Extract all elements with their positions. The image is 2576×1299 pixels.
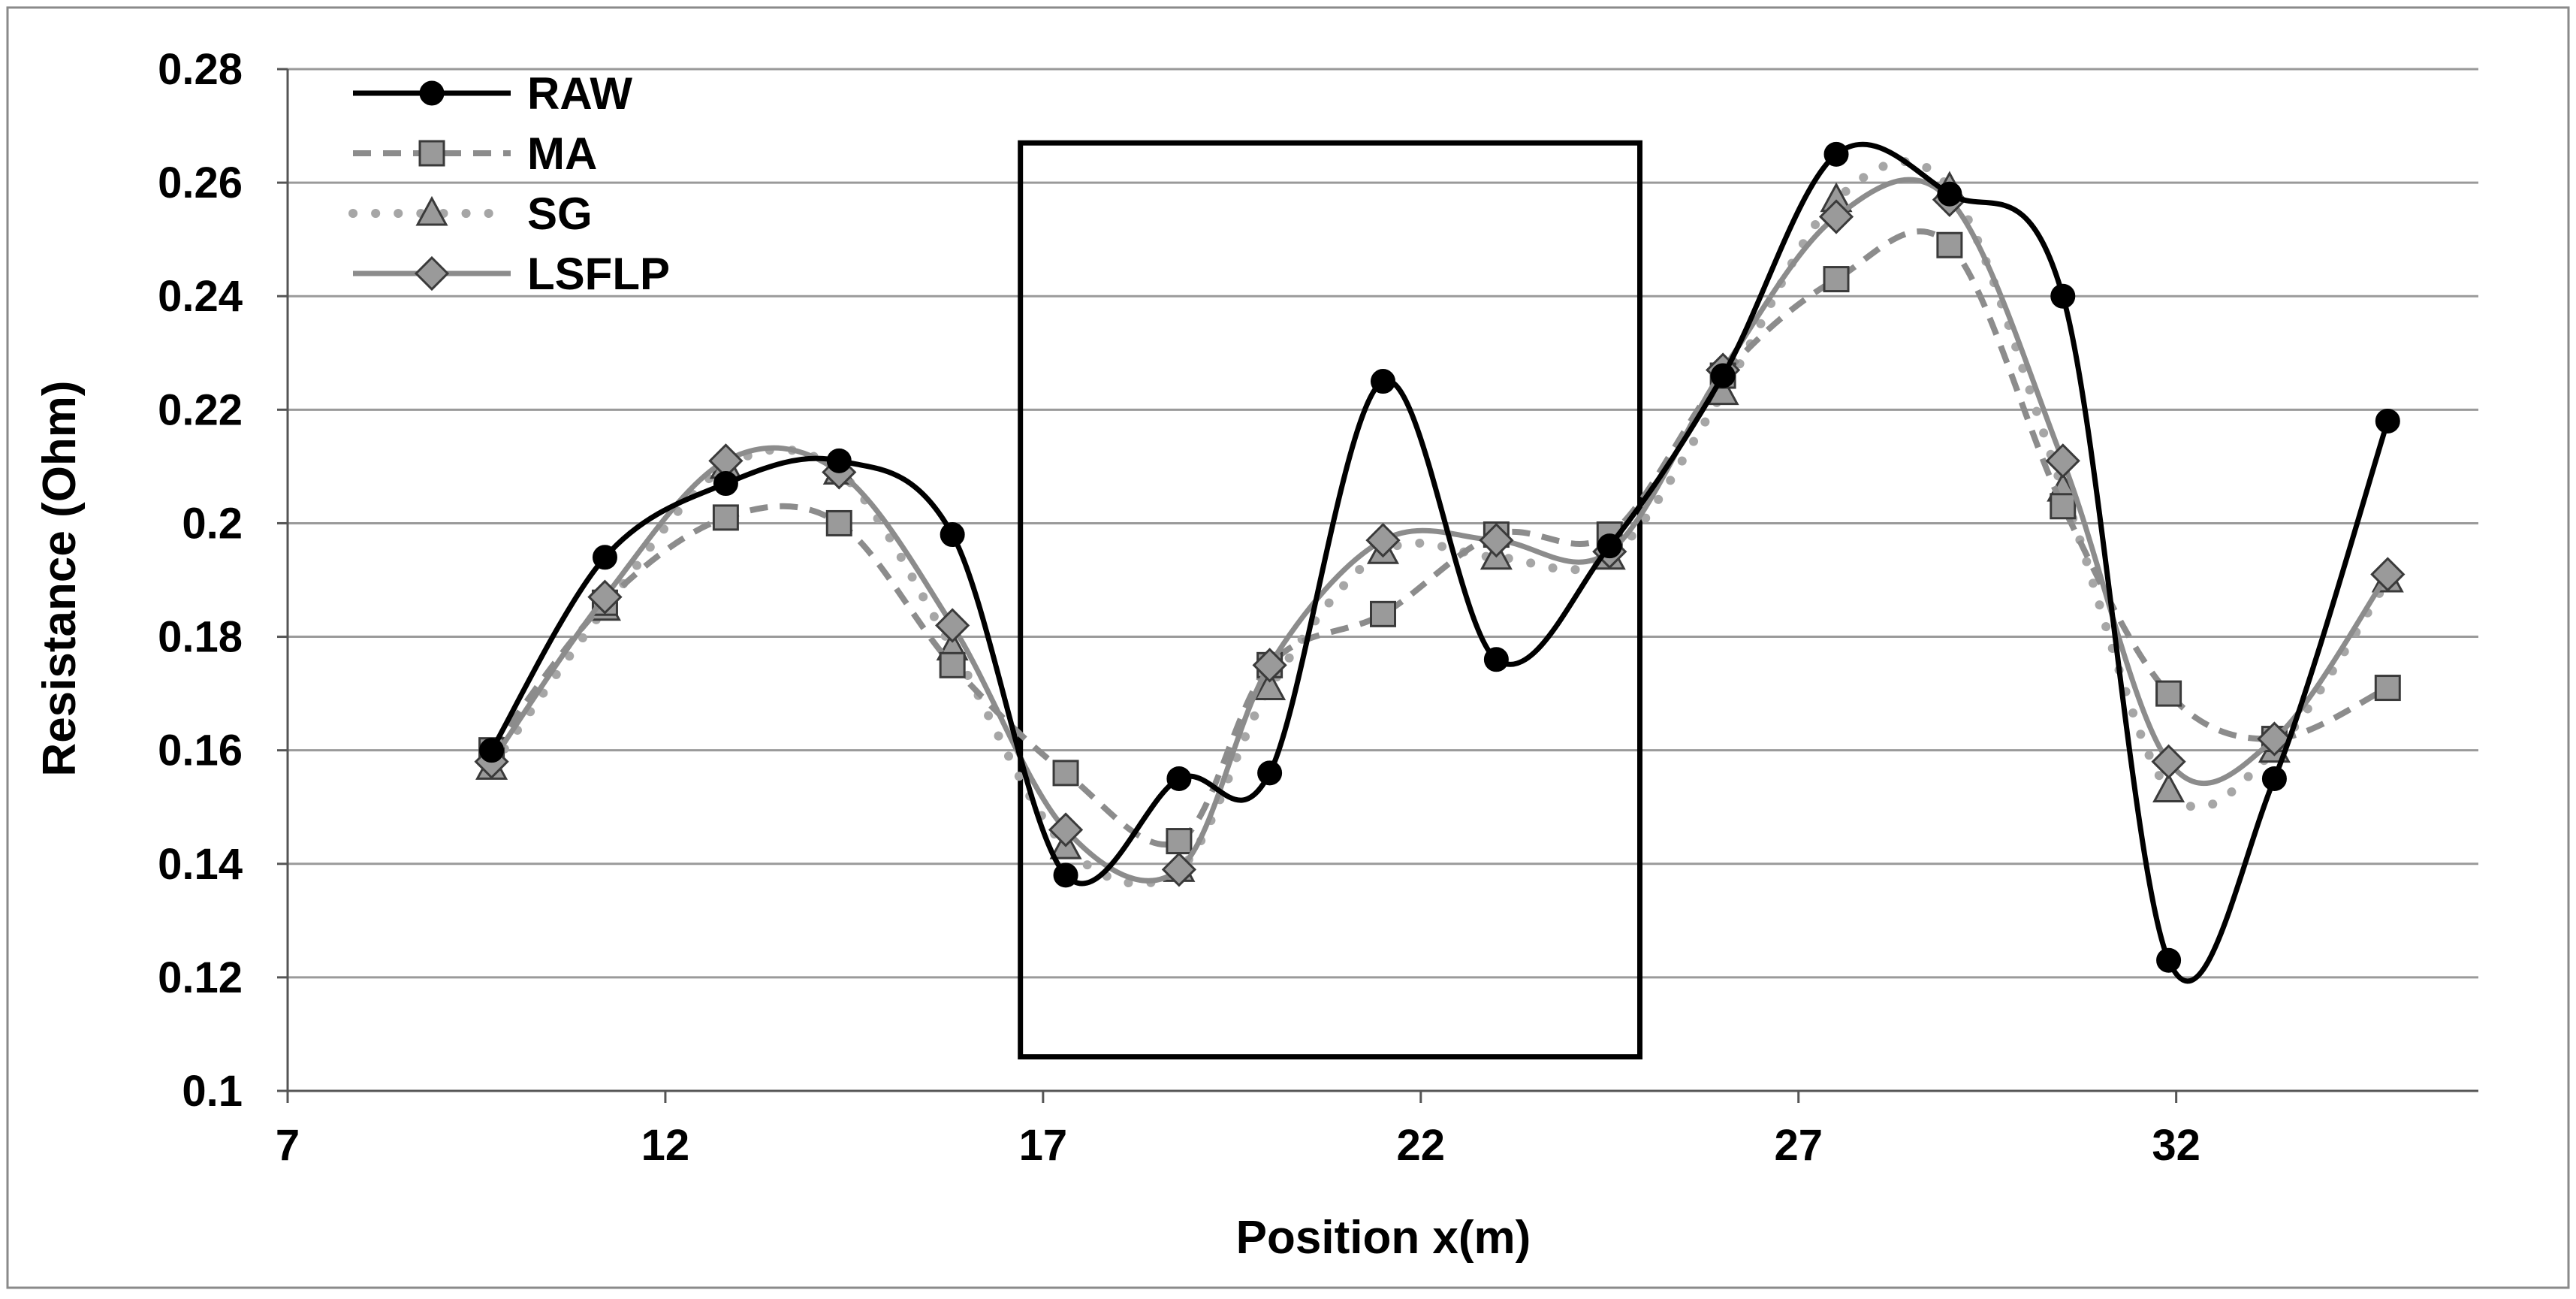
legend-label-raw: RAW: [527, 68, 632, 119]
y-tick-label: 0.24: [158, 272, 243, 321]
data-point-raw: [713, 471, 738, 497]
y-tick-label: 0.2: [182, 499, 243, 548]
data-point-raw: [592, 545, 617, 570]
y-tick-label: 0.16: [158, 727, 243, 775]
x-tick-label: 17: [1019, 1121, 1068, 1170]
data-point-lsflp: [1365, 522, 1401, 558]
highlight-rectangle: [1018, 140, 1642, 1060]
y-tick-label: 0.18: [158, 613, 243, 662]
data-point-lsflp: [1048, 812, 1084, 847]
data-point-raw: [1053, 862, 1078, 888]
data-point-raw: [1937, 181, 1962, 207]
data-point-sg: [2152, 772, 2185, 803]
data-point-lsflp: [2045, 443, 2080, 479]
x-tick-label: 22: [1397, 1121, 1446, 1170]
y-tick-label: 0.12: [158, 953, 243, 1002]
y-tick-label: 0.1: [182, 1067, 243, 1116]
y-tick-label: 0.28: [158, 45, 243, 94]
data-point-raw: [479, 738, 505, 763]
legend-marker-lsflp: [414, 255, 450, 292]
data-point-raw: [1710, 363, 1736, 388]
data-point-raw: [826, 448, 852, 473]
x-tick-label: 32: [2152, 1121, 2200, 1170]
data-point-lsflp: [2257, 721, 2292, 757]
data-point-lsflp: [1479, 522, 1514, 558]
data-series: [474, 141, 2406, 984]
data-point-raw: [1371, 369, 1395, 394]
data-point-ma: [2050, 493, 2077, 520]
data-point-raw: [2375, 408, 2400, 434]
legend-item-sg: SG: [348, 189, 593, 239]
legend-marker-raw: [419, 80, 445, 106]
legend-label-sg: SG: [527, 189, 593, 239]
legend-item-ma: MA: [353, 128, 597, 179]
data-point-lsflp: [587, 579, 623, 615]
data-point-lsflp: [935, 608, 970, 643]
highlight-box: [1018, 140, 1642, 1060]
legend-marker-sg: [415, 195, 448, 226]
data-point-lsflp: [2151, 744, 2186, 779]
x-axis-title: Position x(m): [1236, 1212, 1531, 1264]
data-point-lsflp: [2370, 557, 2406, 592]
data-point-raw: [1823, 141, 1849, 167]
y-tick-label: 0.22: [158, 385, 243, 434]
y-tick-labels: 0.1 0.12 0.14 0.16 0.18 0.2 0.22 0.24 0.26 0.28: [158, 45, 243, 1116]
x-tick-label: 12: [641, 1121, 690, 1170]
legend-label-ma: MA: [527, 128, 597, 179]
legend-item-raw: RAW: [353, 68, 632, 119]
data-point-lsflp: [1161, 852, 1197, 887]
data-point-ma: [712, 504, 739, 531]
y-tick-label: 0.26: [158, 159, 243, 207]
data-point-ma: [2155, 680, 2182, 707]
data-point-raw: [1166, 766, 1192, 791]
legend-label-lsflp: LSFLP: [527, 249, 670, 299]
series-raw: [479, 141, 2400, 984]
data-point-sg: [1253, 670, 1286, 701]
data-point-ma: [1052, 760, 1079, 787]
data-point-ma: [825, 509, 852, 536]
data-point-ma: [1166, 828, 1193, 855]
gridlines: [288, 68, 2478, 979]
data-point-raw: [2050, 283, 2076, 309]
y-axis-title: Resistance (Ohm): [34, 380, 86, 776]
data-point-raw: [1597, 533, 1622, 559]
legend-marker-ma: [418, 140, 445, 167]
data-point-raw: [1257, 760, 1283, 786]
legend-item-lsflp: LSFLP: [353, 249, 670, 299]
data-point-raw: [940, 522, 965, 548]
data-point-ma: [1370, 600, 1396, 627]
data-point-lsflp: [1818, 199, 1854, 234]
data-point-ma: [1823, 266, 1850, 293]
data-point-ma: [2374, 675, 2401, 702]
y-tick-label: 0.14: [158, 840, 243, 889]
legend: RAW MA SG LSFLP: [348, 68, 670, 299]
data-point-raw: [1483, 647, 1509, 672]
data-point-lsflp: [1252, 648, 1287, 683]
x-tick-label: 27: [1774, 1121, 1823, 1170]
data-point-ma: [939, 651, 966, 678]
axes: [277, 68, 2478, 1103]
x-tick-label: 7: [276, 1121, 300, 1170]
data-point-raw: [2156, 947, 2182, 973]
data-point-raw: [2261, 766, 2287, 791]
data-point-ma: [1936, 231, 1963, 258]
x-tick-labels: 7 12 17 22 27 32: [276, 1121, 2200, 1170]
